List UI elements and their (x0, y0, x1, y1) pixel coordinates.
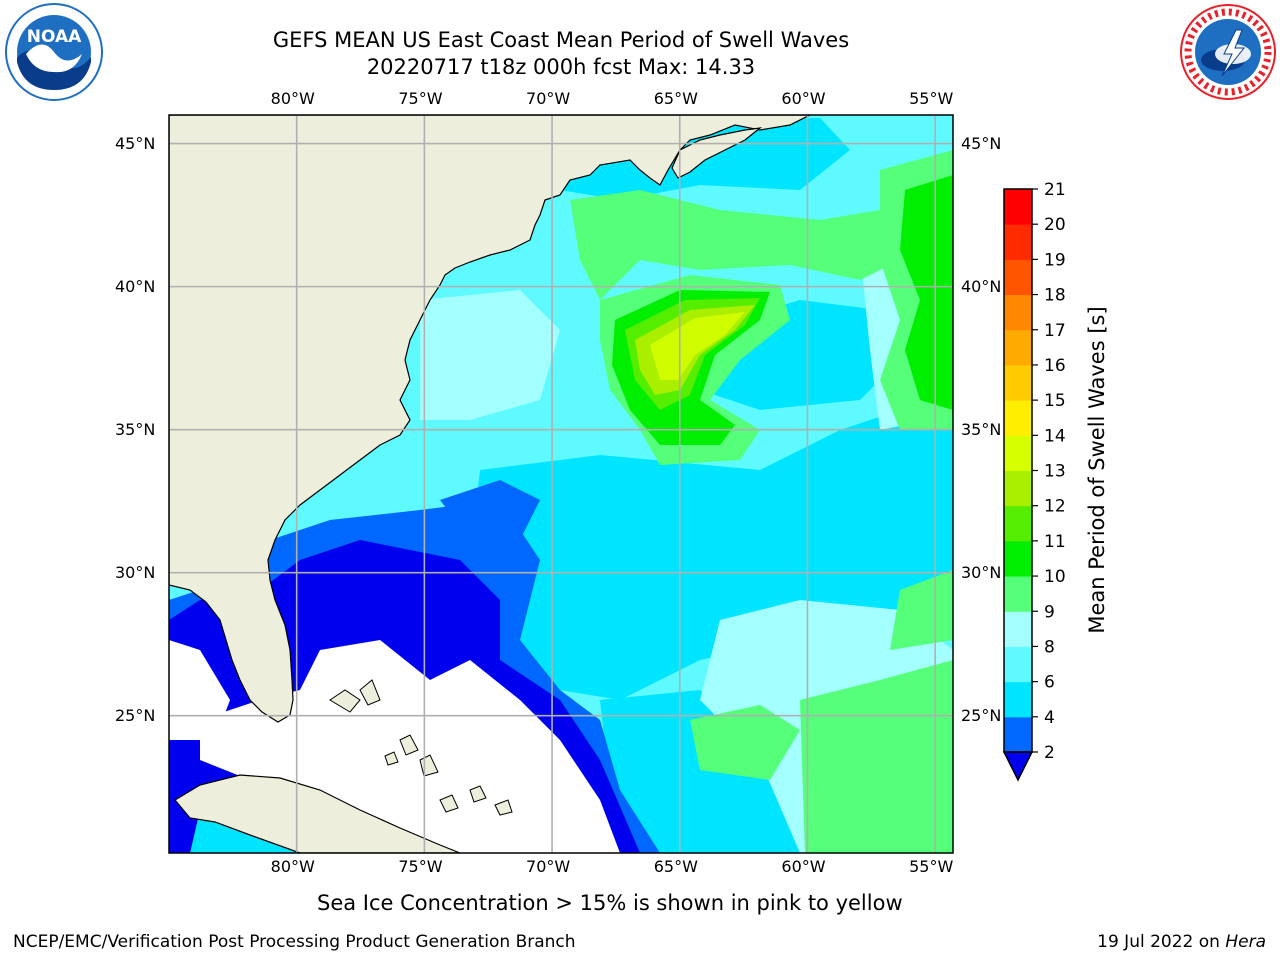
lon-tick-label-bottom: 70°W (526, 857, 571, 876)
lat-tick-label-left: 25°N (115, 705, 156, 725)
noaa-logo-text: NOAA (27, 27, 82, 47)
colorbar-segment (1004, 716, 1032, 753)
colorbar-extend-min (1002, 751, 1034, 782)
colorbar-segment (1004, 681, 1032, 718)
colorbar-tick-label: 8 (1044, 637, 1055, 657)
lon-tick-label-bottom: 60°W (781, 857, 826, 876)
swell-band-9-10-east-mid (890, 570, 953, 650)
colorbar-label: Mean Period of Swell Waves [s] (1085, 306, 1109, 634)
colorbar-tick-label: 13 (1044, 462, 1066, 482)
colorbar-tick-label: 4 (1044, 708, 1055, 728)
lon-tick-label-bottom: 55°W (909, 857, 954, 876)
swell-band-9-10-southeast (800, 660, 953, 853)
colorbar-tick-label: 10 (1044, 567, 1066, 587)
lon-tick-label-bottom: 75°W (398, 857, 443, 876)
colorbar-tick-label: 12 (1044, 497, 1066, 517)
swell-band-8-9-shelf (420, 290, 560, 420)
lat-tick-label-right: 40°N (961, 276, 1002, 296)
map-title: GEFS MEAN US East Coast Mean Period of S… (272, 28, 850, 52)
swell-band-13-14-max (650, 312, 745, 380)
colorbar-segment (1004, 611, 1032, 647)
colorbar-segment (1004, 400, 1032, 436)
lat-tick-label-left: 40°N (115, 276, 156, 296)
colorbar-tick-label: 6 (1044, 673, 1055, 693)
colorbar-segment (1004, 224, 1032, 260)
land-nova-scotia (671, 127, 763, 179)
lon-tick-label-top: 60°W (781, 89, 826, 108)
colorbar-segment (1004, 540, 1032, 577)
colorbar-segment (1004, 364, 1032, 401)
footer-date: 19 Jul 2022 on Hera (1097, 932, 1266, 952)
colorbar-segment (1004, 329, 1032, 366)
lat-tick-label-left: 30°N (115, 562, 156, 582)
colorbar-tick-label: 21 (1044, 180, 1066, 200)
colorbar-tick-label: 17 (1044, 321, 1066, 341)
colorbar: 2 4 6 8 9 10 11 12 13 14 15 16 17 18 19 20 21 (1002, 180, 1066, 782)
colorbar-tick-label: 2 (1044, 743, 1055, 763)
map-subtitle-forecast: 20220717 t18z 000h fcst Max: 14.33 (366, 55, 756, 79)
colorbar-tick-label: 20 (1044, 215, 1066, 235)
colorbar-tick-label: 14 (1044, 426, 1066, 446)
colorbar-tick-label: 18 (1044, 286, 1066, 306)
lon-tick-label-bottom: 65°W (653, 857, 698, 876)
swell-band-10-11-northeast (900, 175, 953, 410)
colorbar-segment (1004, 505, 1032, 542)
land-us-east-coast (169, 115, 811, 723)
colorbar-segment (1004, 259, 1032, 296)
lon-tick-label-top: 75°W (398, 89, 443, 108)
land-cuba (174, 774, 461, 853)
lat-tick-label-right: 30°N (961, 562, 1002, 582)
lon-tick-label-top: 55°W (909, 89, 954, 108)
colorbar-segment (1004, 576, 1032, 612)
lat-tick-label-left: 45°N (115, 133, 156, 153)
footer-date-text: 19 Jul 2022 on (1097, 932, 1226, 952)
graticule (169, 115, 953, 853)
colorbar-tick-label: 9 (1044, 602, 1055, 622)
lon-tick-label-top: 80°W (270, 89, 315, 108)
lat-tick-label-right: 25°N (961, 705, 1002, 725)
lat-tick-label-right: 35°N (961, 419, 1002, 439)
lon-tick-label-top: 65°W (653, 89, 698, 108)
colorbar-segment (1004, 189, 1032, 225)
map-frame (168, 114, 954, 854)
colorbar-segment (1004, 294, 1032, 331)
lon-tick-label-top: 70°W (526, 89, 571, 108)
swell-band-9-10-gulf-of-maine (570, 190, 900, 300)
footer-host: Hera (1225, 932, 1266, 952)
colorbar-tick-label: 15 (1044, 391, 1066, 411)
colorbar-segment (1004, 646, 1032, 683)
land-bahamas (329, 679, 513, 816)
swell-band-2-4-offshore (440, 480, 540, 540)
colorbar-tick-label: 11 (1044, 532, 1066, 552)
colorbar-segment (1004, 470, 1032, 507)
lat-tick-label-right: 45°N (961, 133, 1002, 153)
swell-band-9-10-south-center (690, 705, 800, 780)
colorbar-segment (1004, 435, 1032, 471)
footer-credit: NCEP/EMC/Verification Post Processing Pr… (13, 932, 576, 952)
sea-ice-note: Sea Ice Concentration > 15% is shown in … (317, 891, 903, 915)
colorbar-tick-label: 19 (1044, 250, 1066, 270)
noaa-logo: NOAA (4, 2, 104, 102)
swell-band-4-6-south (600, 690, 800, 853)
lat-tick-label-left: 35°N (115, 419, 156, 439)
colorbar-tick-label: 16 (1044, 356, 1066, 376)
nws-logo (1178, 2, 1278, 102)
lon-tick-label-bottom: 80°W (270, 857, 315, 876)
